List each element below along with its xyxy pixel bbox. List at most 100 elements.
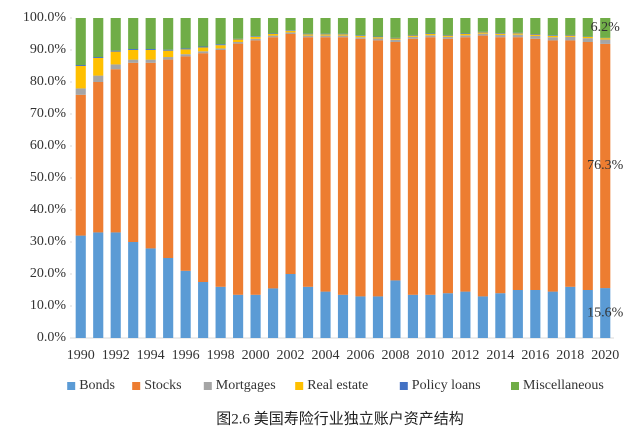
bar-segment <box>565 40 576 287</box>
bar-segment <box>215 18 226 45</box>
bar-segment <box>425 33 436 34</box>
bar-segment <box>477 296 488 338</box>
bar-segment <box>285 34 296 274</box>
bar-segment <box>215 48 226 50</box>
y-tick-label: 90.0% <box>30 42 67 57</box>
bar-segment <box>547 35 558 38</box>
bar-segment <box>145 59 156 63</box>
data-label: 15.6% <box>587 305 624 320</box>
bar-segment <box>198 46 209 48</box>
bar-segment <box>320 35 331 38</box>
bar-segment <box>582 38 593 42</box>
bar-segment <box>337 35 349 38</box>
bar-segment <box>390 39 401 42</box>
bar-segment <box>285 32 296 34</box>
data-label: 6.2% <box>591 20 621 35</box>
bar-segment <box>302 35 314 38</box>
bar-segment <box>233 38 244 40</box>
bar-segment <box>390 38 401 40</box>
bar-segment <box>145 49 156 50</box>
bar-segment <box>337 18 349 34</box>
x-tick-label: 1992 <box>102 348 130 363</box>
bar-segment <box>215 286 226 338</box>
x-tick-label: 2012 <box>451 348 479 363</box>
legend-label: Miscellaneous <box>523 378 604 393</box>
data-label: 76.3% <box>587 158 624 173</box>
x-tick-label: 2006 <box>346 348 374 363</box>
bar-segment <box>128 62 139 242</box>
bar-segment <box>425 294 436 338</box>
bar-segment <box>372 37 384 39</box>
legend-label: Policy loans <box>412 378 481 393</box>
legend-label: Stocks <box>144 378 181 393</box>
bar-segment <box>442 34 453 36</box>
bar-segment <box>180 270 191 338</box>
bar-segment <box>600 38 611 40</box>
bar-segment <box>477 18 488 32</box>
bar-segment <box>145 62 156 249</box>
bar-segment <box>512 33 523 35</box>
bar-segment <box>163 258 174 338</box>
bar-segment <box>582 42 593 290</box>
bar-segment <box>93 82 104 233</box>
bar-segment <box>285 274 296 338</box>
y-tick-label: 20.0% <box>30 266 67 281</box>
bar-segment <box>250 36 261 37</box>
bar-segment <box>110 64 121 70</box>
y-tick-label: 40.0% <box>30 202 67 217</box>
bar-segment <box>198 53 209 283</box>
bar-segment <box>75 66 86 89</box>
bar-segment <box>355 37 366 39</box>
x-tick-label: 1996 <box>172 348 200 363</box>
legend-label: Bonds <box>79 378 115 393</box>
bar-segment <box>215 45 226 49</box>
bar-segment <box>320 18 331 34</box>
bar-segment <box>163 57 174 60</box>
bar-segment <box>320 291 331 338</box>
bar-segment <box>302 286 314 338</box>
bar-segment <box>198 18 209 47</box>
bar-segment <box>495 33 506 35</box>
bar-segment <box>425 18 436 34</box>
bar-segment <box>407 36 419 39</box>
bar-segment <box>75 65 86 66</box>
bar-segment <box>267 18 279 34</box>
bar-segment <box>302 33 314 35</box>
bar-segment <box>547 40 558 292</box>
y-tick-label: 70.0% <box>30 106 67 121</box>
bar-segment <box>110 50 121 52</box>
bar-segment <box>407 294 419 338</box>
bar-segment <box>390 42 401 281</box>
bar-segment <box>355 296 366 338</box>
bar-segment <box>565 18 576 35</box>
bar-segment <box>425 35 436 38</box>
bar-segment <box>355 18 366 36</box>
bar-segment <box>460 37 471 292</box>
bar-segment <box>337 33 349 35</box>
y-tick-label: 50.0% <box>30 170 67 185</box>
bar-segment <box>233 39 244 42</box>
bar-segment <box>355 38 366 297</box>
bar-segment <box>302 37 314 287</box>
bar-segment <box>495 293 506 338</box>
legend-swatch <box>399 382 408 390</box>
bar-segment <box>547 291 558 338</box>
bar-segment <box>600 43 611 289</box>
bar-segment <box>600 288 611 338</box>
bar-segment <box>372 18 384 37</box>
bar-segment <box>495 34 506 38</box>
bar-segment <box>565 286 576 338</box>
bar-segment <box>390 18 401 38</box>
x-tick-label: 2016 <box>521 348 549 363</box>
x-tick-label: 1990 <box>67 348 95 363</box>
bar-segment <box>565 35 576 37</box>
bar-segment <box>512 18 523 33</box>
bar-segment <box>442 36 453 39</box>
bar-segment <box>390 280 401 338</box>
x-tick-label: 2014 <box>486 348 514 363</box>
bar-segment <box>250 38 261 41</box>
bar-segment <box>547 35 558 36</box>
bar-segment <box>75 94 86 236</box>
bar-segment <box>477 35 488 297</box>
bar-segment <box>110 51 121 65</box>
